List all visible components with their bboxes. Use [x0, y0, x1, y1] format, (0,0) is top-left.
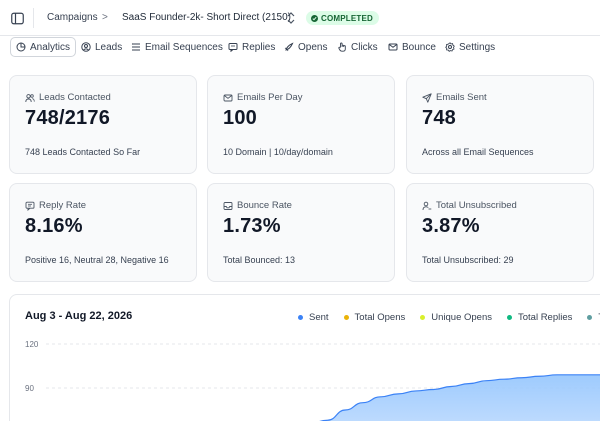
stat-label-text: Bounce Rate [237, 200, 292, 211]
legend-item[interactable]: Total [587, 312, 600, 323]
stat-subtext: Total Unsubscribed: 29 [422, 255, 514, 265]
tab-leads[interactable]: Leads [81, 38, 122, 56]
mail-icon [388, 43, 398, 51]
y-tick-label: 120 [25, 340, 39, 349]
stat-label: Emails Per Day [223, 92, 302, 103]
tab-label: Opens [298, 41, 328, 53]
inbox-icon [223, 201, 233, 210]
stat-label-text: Total Unsubscribed [436, 200, 517, 211]
y-tick-label: 90 [25, 384, 34, 393]
stat-label-text: Leads Contacted [39, 92, 111, 103]
legend-label: Sent [309, 312, 329, 323]
list-icon [131, 43, 140, 51]
stat-card-leads-contacted: Leads Contacted 748/2176 748 Leads Conta… [9, 75, 197, 174]
analytics-chart: 120 90 [25, 340, 600, 421]
tab-bar: Analytics Leads Email Sequences Replies … [0, 36, 600, 58]
tab-label: Bounce [402, 41, 436, 53]
breadcrumb-campaigns[interactable]: Campaigns [47, 12, 98, 23]
tab-clicks[interactable]: Clicks [337, 38, 378, 56]
stat-card-total-unsubscribed: Total Unsubscribed 3.87% Total Unsubscri… [406, 183, 594, 282]
breadcrumb-separator: > [102, 12, 108, 23]
top-bar: Campaigns > SaaS Founder-2k- Short Direc… [0, 0, 600, 36]
series-area-sent [321, 374, 600, 421]
stat-value: 1.73% [223, 215, 281, 237]
breadcrumb-campaign-name[interactable]: SaaS Founder-2k- Short Direct (2150) [122, 12, 291, 23]
legend-swatch [343, 315, 349, 320]
sidebar-toggle-icon[interactable] [10, 11, 24, 25]
tab-label: Leads [95, 41, 123, 53]
tab-label: Settings [459, 41, 496, 53]
tab-analytics[interactable]: Analytics [10, 37, 77, 57]
stat-value: 748 [422, 107, 456, 129]
stat-label: Total Unsubscribed [422, 200, 517, 211]
legend-swatch [420, 315, 426, 320]
status-label: COMPLETED [321, 13, 374, 23]
stat-value: 748/2176 [25, 107, 111, 129]
check-circle-icon [311, 14, 318, 22]
date-range-label[interactable]: Aug 3 - Aug 22, 2026 [25, 310, 133, 322]
stat-subtext: Positive 16, Neutral 28, Negative 16 [25, 255, 169, 265]
stat-label-text: Reply Rate [39, 200, 86, 211]
divider [33, 8, 34, 28]
legend-item[interactable]: Unique Opens [420, 312, 492, 323]
stat-subtext: 10 Domain | 10/day/domain [223, 147, 333, 157]
stat-card-emails-per-day: Emails Per Day 100 10 Domain | 10/day/do… [207, 75, 395, 174]
stat-label: Bounce Rate [223, 200, 292, 211]
tab-label: Clicks [351, 41, 378, 53]
message-icon [228, 43, 238, 52]
chart-legend: Sent Total Opens Unique Opens Total Replies… [298, 312, 600, 323]
stat-subtext: Total Bounced: 13 [223, 255, 296, 265]
user-circle-icon [81, 42, 91, 52]
reply-icon [25, 201, 35, 211]
gear-icon [445, 42, 455, 52]
hand-pointer-icon [338, 42, 346, 52]
user-minus-icon [422, 201, 432, 210]
stat-value: 3.87% [422, 215, 480, 237]
legend-label: Total Replies [517, 312, 573, 323]
tab-label: Analytics [30, 41, 71, 53]
tab-label: Replies [242, 41, 276, 53]
tab-settings[interactable]: Settings [445, 38, 495, 56]
tab-opens[interactable]: Opens [284, 38, 327, 56]
tab-bounce[interactable]: Bounce [388, 38, 436, 56]
legend-label: Unique Opens [431, 312, 492, 323]
stat-subtext: 748 Leads Contacted So Far [25, 147, 141, 157]
legend-item[interactable]: Total Opens [343, 312, 406, 323]
stat-card-bounce-rate: Bounce Rate 1.73% Total Bounced: 13 [207, 183, 395, 282]
analytics-chart-card: 120 90 Aug 3 - Aug 22, 2026 Sent Total Ope… [9, 294, 600, 421]
legend-swatch [506, 315, 512, 320]
stat-label-text: Emails Sent [436, 92, 487, 103]
status-badge: COMPLETED [306, 11, 380, 25]
stat-value: 100 [223, 107, 257, 129]
stat-card-reply-rate: Reply Rate 8.16% Positive 16, Neutral 28… [9, 183, 197, 282]
legend-swatch [298, 315, 303, 320]
legend-label: Total Opens [354, 312, 406, 323]
stat-label: Leads Contacted [25, 92, 111, 103]
series-line-sent [319, 374, 600, 421]
tab-email-sequences[interactable]: Email Sequences [131, 38, 223, 56]
users-icon [25, 93, 35, 102]
stat-card-emails-sent: Emails Sent 748 Across all Email Sequenc… [406, 75, 594, 174]
stat-subtext: Across all Email Sequences [422, 147, 534, 157]
legend-swatch [587, 315, 593, 320]
stat-label: Emails Sent [422, 92, 487, 103]
stat-value: 8.16% [25, 215, 83, 237]
stat-label: Reply Rate [25, 200, 86, 211]
legend-item[interactable]: Sent [298, 312, 329, 323]
mail-icon [223, 94, 233, 101]
stat-label-text: Emails Per Day [237, 92, 303, 103]
campaign-switcher-icon[interactable] [286, 11, 296, 25]
tab-label: Email Sequences [145, 41, 223, 53]
legend-label: Total [598, 312, 600, 323]
pie-chart-icon [16, 42, 26, 52]
rocket-icon [284, 42, 294, 52]
tab-replies[interactable]: Replies [228, 38, 275, 56]
legend-item[interactable]: Total Replies [506, 312, 573, 323]
send-icon [422, 92, 432, 103]
